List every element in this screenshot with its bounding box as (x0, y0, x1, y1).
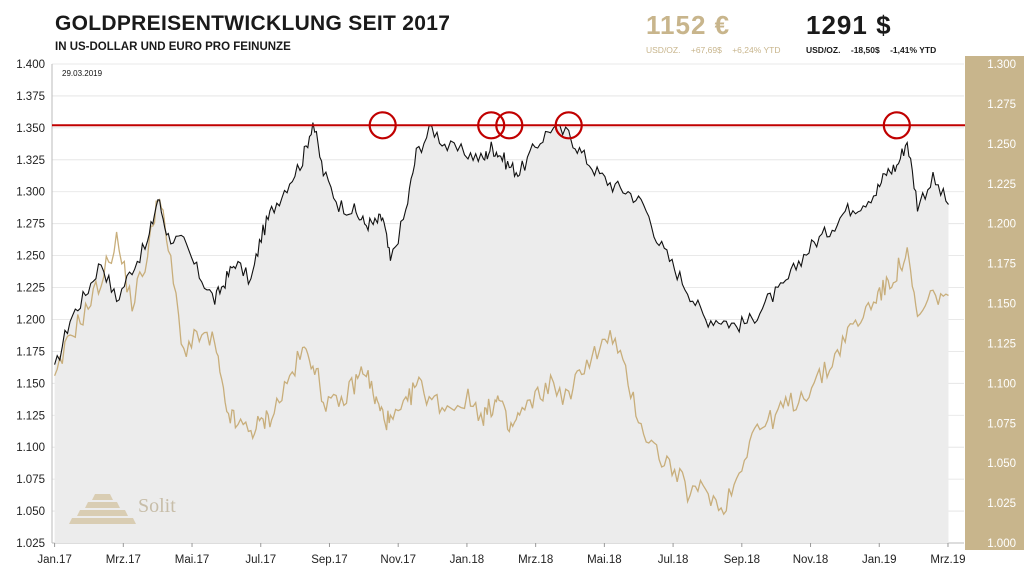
y-left-tick-label: 1.275 (16, 219, 45, 231)
eur-series-line (53, 198, 949, 516)
eur-unit: USD/OZ. (646, 45, 681, 55)
eur-price: 1152 € (646, 10, 731, 40)
y-right-tick-label: 1.000 (987, 538, 1016, 550)
y-right-tick-label: 1.075 (987, 418, 1016, 430)
x-tick-label: Mrz.18 (518, 554, 553, 566)
peak-marker-circle (368, 111, 397, 140)
x-tick-label: Jan.17 (37, 554, 72, 566)
x-tick-label: Sep.17 (311, 554, 347, 566)
usd-change-abs: -18,50$ (850, 45, 880, 55)
usd-unit: USD/OZ. (806, 45, 841, 55)
x-tick-label: Mai.18 (587, 554, 622, 566)
y-right-tick-label: 1.125 (987, 338, 1016, 350)
left-axis-ticks: 1.025 1.050 1.075 1.100 1.125 1.150 1.175 1.200… (16, 59, 45, 550)
y-left-tick-label: 1.375 (16, 91, 45, 103)
y-left-tick-label: 1.025 (16, 538, 45, 550)
y-left-tick-label: 1.325 (16, 155, 45, 167)
logo-text: Solit (138, 495, 176, 517)
x-tick-label: Sep.18 (724, 554, 760, 566)
usd-series-line (54, 122, 949, 365)
y-left-tick-label: 1.250 (16, 251, 45, 263)
x-tick-label: Jul.17 (245, 554, 276, 566)
y-left-tick-label: 1.300 (16, 187, 45, 199)
eur-change-abs: +67,69$ (690, 45, 722, 55)
x-tick-label: Jan.19 (862, 554, 897, 566)
y-left-tick-label: 1.200 (16, 314, 45, 326)
usd-area-fill (54, 122, 949, 543)
usd-price: 1291 $ (806, 10, 892, 40)
right-axis-band (965, 56, 1024, 550)
usd-price-details: USD/OZ. -18,50$ -1,41% YTD (806, 45, 936, 55)
x-tick-label: Nov.18 (793, 554, 829, 566)
chart-title: GOLDPREISENTWICKLUNG SEIT 2017 (55, 12, 451, 35)
x-tick-label: Jul.18 (658, 554, 689, 566)
y-left-tick-label: 1.175 (16, 346, 45, 358)
date-label: 29.03.2019 (62, 69, 103, 78)
y-left-tick-label: 1.400 (16, 59, 45, 71)
y-right-tick-label: 1.300 (987, 59, 1016, 71)
y-left-tick-label: 1.050 (16, 506, 45, 518)
y-left-tick-label: 1.350 (16, 123, 45, 135)
y-right-tick-label: 1.275 (987, 99, 1016, 111)
y-right-tick-label: 1.025 (987, 498, 1016, 510)
peak-markers (368, 111, 911, 140)
eur-change-pct: +6,24% YTD (732, 45, 781, 55)
right-axis-ticks: 1.000 1.025 1.050 1.075 1.100 1.125 1.150 1.175… (987, 59, 1016, 550)
x-tick-label: Mai.17 (175, 554, 210, 566)
x-tick-label: Mrz.17 (106, 554, 141, 566)
peak-marker-circle (882, 111, 911, 140)
y-right-tick-label: 1.250 (987, 139, 1016, 151)
x-tick-label: Nov.17 (380, 554, 416, 566)
solit-logo: Solit (69, 494, 176, 524)
y-left-tick-label: 1.150 (16, 378, 45, 390)
y-right-tick-label: 1.050 (987, 458, 1016, 470)
y-left-tick-label: 1.225 (16, 283, 45, 295)
chart-subtitle: IN US-DOLLAR UND EURO PRO FEINUNZE (55, 41, 291, 53)
y-left-tick-label: 1.075 (16, 474, 45, 486)
x-tick-label: Mrz.19 (930, 554, 965, 566)
y-right-tick-label: 1.225 (987, 179, 1016, 191)
eur-price-details: USD/OZ. +67,69$ +6,24% YTD (646, 45, 780, 55)
y-right-tick-label: 1.175 (987, 259, 1016, 271)
y-right-tick-label: 1.200 (987, 219, 1016, 231)
x-axis-ticks: Jan.17 Mrz.17 Mai.17 Jul.17 Sep.17 Nov.17 Jan.… (37, 543, 966, 566)
x-tick-label: Jan.18 (450, 554, 485, 566)
y-left-tick-label: 1.100 (16, 442, 45, 454)
y-right-tick-label: 1.150 (987, 299, 1016, 311)
y-right-tick-label: 1.100 (987, 378, 1016, 390)
peak-marker-circle (477, 111, 506, 140)
usd-change-pct: -1,41% YTD (890, 45, 937, 55)
peak-marker-circle (495, 111, 524, 140)
y-left-tick-label: 1.125 (16, 410, 45, 422)
peak-marker-circle (554, 111, 583, 140)
